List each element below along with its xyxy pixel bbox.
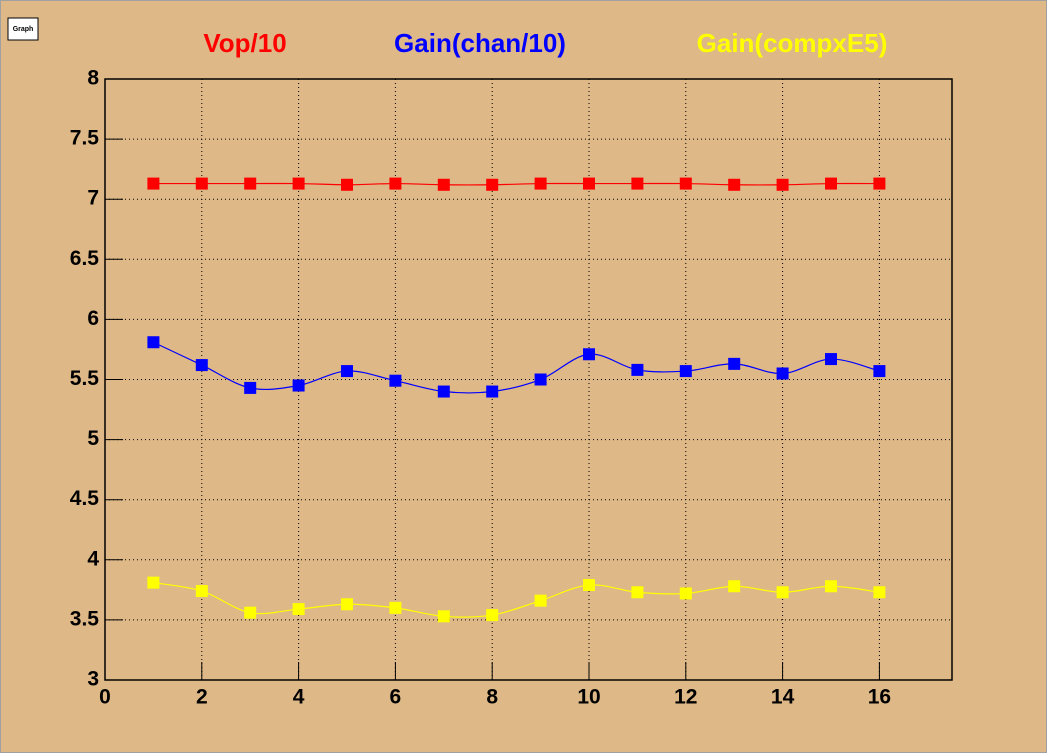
marker [389,601,402,614]
marker [825,177,837,190]
y-tick-label: 7.5 [70,127,100,150]
marker [195,177,208,190]
marker [679,365,692,378]
marker [534,177,547,190]
marker [679,587,692,600]
marker [244,381,257,394]
marker [728,580,741,593]
legend-label: Vop/10 [203,28,286,58]
y-tick-label: 3 [87,668,99,691]
y-tick-label: 3.5 [70,607,100,630]
x-tick-label: 14 [771,686,795,709]
marker [631,586,644,599]
marker [437,610,450,623]
graph-button-label[interactable]: Graph [13,26,34,33]
y-tick-label: 4.5 [70,487,100,510]
marker [341,365,353,378]
x-tick-label: 2 [196,686,208,709]
marker [147,336,160,349]
legend-label: Gain(chan/10) [394,28,566,58]
y-tick-label: 8 [87,67,99,90]
marker [631,363,644,376]
plot-frame [104,78,953,681]
marker [147,177,160,190]
marker [776,178,789,191]
marker [776,367,789,380]
y-tick-label: 4 [87,547,99,570]
series-line [153,582,880,618]
marker [583,348,595,361]
marker [873,177,886,190]
marker [486,609,499,622]
x-tick-label: 4 [293,686,305,709]
marker [244,177,257,190]
marker [292,603,305,616]
plot-frame-bg [105,79,952,680]
marker [486,385,499,398]
marker [728,357,741,370]
marker [147,576,160,589]
series-line [153,341,880,394]
marker [389,177,402,190]
marker [341,178,353,191]
marker [292,379,305,392]
marker [728,178,741,191]
marker [631,177,644,190]
y-tick-label: 5 [87,427,99,450]
x-tick-label: 16 [868,686,891,709]
marker [389,374,402,387]
x-tick-label: 12 [674,686,697,709]
x-tick-label: 10 [577,686,600,709]
marker [825,580,837,593]
y-tick-label: 5.5 [70,367,100,390]
y-tick-label: 6 [87,307,99,330]
marker [486,178,499,191]
y-tick-label: 6.5 [70,247,100,270]
series-line [153,182,880,186]
marker [534,373,547,386]
marker [341,598,353,611]
x-tick-label: 6 [390,686,402,709]
marker [437,385,450,398]
marker [244,606,257,619]
marker [195,585,208,598]
marker [825,353,837,366]
marker [534,594,547,607]
legend-label: Gain(compxE5) [697,28,888,58]
x-tick-label: 8 [486,686,498,709]
marker [873,586,886,599]
graph-button[interactable] [7,17,39,41]
marker [195,359,208,372]
marker [437,178,450,191]
marker [873,365,886,378]
x-tick-label: 0 [99,686,111,709]
marker [583,579,595,592]
marker [292,177,305,190]
marker [679,177,692,190]
marker [776,586,789,599]
y-tick-label: 7 [87,187,99,210]
marker [583,177,595,190]
